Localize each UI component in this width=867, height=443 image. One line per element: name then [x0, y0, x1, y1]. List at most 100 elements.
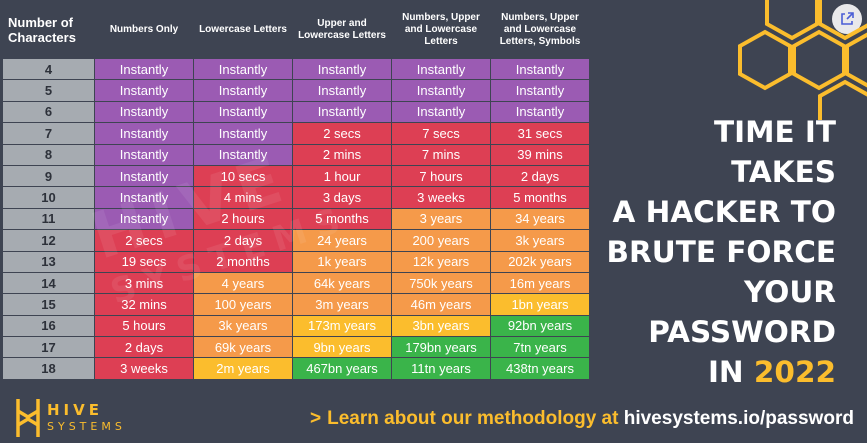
time-cell: 3bn years: [392, 315, 490, 337]
character-count-cell: 16: [3, 315, 94, 337]
password-table: Number of Characters Numbers Only Lowerc…: [2, 0, 590, 380]
time-cell: 5 months: [491, 187, 589, 208]
time-cell: 467bn years: [293, 358, 391, 379]
headline-prefix: IN: [707, 355, 754, 389]
time-cell: 100 years: [194, 294, 292, 315]
time-cell: Instantly: [194, 123, 292, 144]
time-cell: 2 months: [194, 251, 292, 272]
time-cell: Instantly: [392, 101, 490, 123]
character-count-cell: 15: [3, 294, 94, 315]
time-cell: 3 days: [293, 187, 391, 208]
character-count-cell: 11: [3, 208, 94, 230]
time-cell: 7tn years: [491, 337, 589, 358]
time-cell: Instantly: [491, 80, 589, 101]
time-cell: 4 years: [194, 272, 292, 294]
column-header: Numbers, Upper and Lowercase Letters, Sy…: [499, 11, 581, 47]
table-row: 11 Instantly 2 hours 5 months 3 years 34 year…: [3, 208, 589, 230]
chevron-right-icon: >: [310, 408, 322, 429]
column-header: Upper and Lowercase Letters: [298, 17, 386, 41]
character-count-cell: 17: [3, 337, 94, 358]
table-row: 6 Instantly Instantly Instantly Instantly Ins…: [3, 101, 589, 123]
time-cell: 4 mins: [194, 187, 292, 208]
time-cell: 2 days: [491, 165, 589, 187]
time-cell: 3m years: [293, 294, 391, 315]
headline-line: A HACKER TO: [612, 195, 836, 229]
time-cell: Instantly: [293, 80, 391, 101]
table-body: 4 Instantly Instantly Instantly Instantly Ins…: [3, 59, 589, 379]
time-cell: 3k years: [194, 315, 292, 337]
time-cell: Instantly: [95, 144, 193, 165]
time-cell: 31 secs: [491, 123, 589, 144]
headline-line: TIME IT TAKES: [714, 115, 836, 189]
time-cell: 2 hours: [194, 208, 292, 230]
logo-word: HIVE: [47, 401, 103, 419]
table-row: 15 32 mins 100 years 3m years 46m years 1bn y…: [3, 294, 589, 315]
time-cell: 202k years: [491, 251, 589, 272]
time-cell: 19 secs: [95, 251, 193, 272]
characters-header: Number of Characters: [8, 14, 76, 45]
time-cell: 2 mins: [293, 144, 391, 165]
share-icon: [841, 12, 854, 25]
character-count-cell: 8: [3, 144, 94, 165]
headline: TIME IT TAKES A HACKER TO BRUTE FORCE YO…: [600, 112, 836, 392]
hive-systems-logo: HIVE SYSTEMS: [14, 397, 144, 439]
table-row: 14 3 mins 4 years 64k years 750k years 16m ye…: [3, 272, 589, 294]
hive-logo-icon: [16, 399, 40, 437]
time-cell: 46m years: [392, 294, 490, 315]
headline-year: 2022: [753, 355, 836, 389]
character-count-cell: 7: [3, 123, 94, 144]
time-cell: Instantly: [95, 187, 193, 208]
time-cell: 92bn years: [491, 315, 589, 337]
time-cell: 2m years: [194, 358, 292, 379]
time-cell: 7 secs: [392, 123, 490, 144]
time-cell: 3 weeks: [95, 358, 193, 379]
table-row: 17 2 days 69k years 9bn years 179bn years 7tn…: [3, 337, 589, 358]
time-cell: 750k years: [392, 272, 490, 294]
link-lead-text: Learn about our methodology at: [327, 408, 619, 429]
time-cell: 2 days: [194, 230, 292, 251]
time-cell: 438tn years: [491, 358, 589, 379]
logo-subword: SYSTEMS: [47, 420, 126, 433]
time-cell: Instantly: [194, 101, 292, 123]
time-cell: 34 years: [491, 208, 589, 230]
column-header: Numbers, Upper and Lowercase Letters: [402, 11, 480, 47]
time-cell: Instantly: [95, 101, 193, 123]
table-row: 7 Instantly Instantly 2 secs 7 secs 31 secs: [3, 123, 589, 144]
time-cell: Instantly: [95, 123, 193, 144]
link-url: hivesystems.io/password: [623, 408, 854, 429]
time-cell: 24 years: [293, 230, 391, 251]
character-count-cell: 12: [3, 230, 94, 251]
time-cell: 10 secs: [194, 165, 292, 187]
time-cell: Instantly: [95, 208, 193, 230]
time-cell: 3 years: [392, 208, 490, 230]
time-cell: Instantly: [293, 59, 391, 80]
time-cell: 3 mins: [95, 272, 193, 294]
time-cell: 64k years: [293, 272, 391, 294]
character-count-cell: 4: [3, 59, 94, 80]
time-cell: 12k years: [392, 251, 490, 272]
time-cell: 200 years: [392, 230, 490, 251]
headline-line: PASSWORD: [648, 315, 836, 349]
table-row: 8 Instantly Instantly 2 mins 7 mins 39 mins: [3, 144, 589, 165]
time-cell: 1k years: [293, 251, 391, 272]
time-cell: Instantly: [194, 59, 292, 80]
time-cell: 32 mins: [95, 294, 193, 315]
table-header-row: Number of Characters Numbers Only Lowerc…: [3, 1, 589, 58]
time-cell: 173m years: [293, 315, 391, 337]
time-cell: Instantly: [392, 59, 490, 80]
character-count-cell: 14: [3, 272, 94, 294]
time-cell: Instantly: [95, 165, 193, 187]
time-cell: 69k years: [194, 337, 292, 358]
column-header: Lowercase Letters: [199, 23, 287, 35]
share-button[interactable]: [832, 4, 862, 34]
time-cell: 3 weeks: [392, 187, 490, 208]
time-cell: Instantly: [491, 59, 589, 80]
headline-line: IN 2022: [600, 352, 836, 392]
time-cell: 179bn years: [392, 337, 490, 358]
methodology-link[interactable]: > Learn about our methodology at hivesyst…: [310, 408, 854, 430]
character-count-cell: 18: [3, 358, 94, 379]
time-cell: Instantly: [491, 101, 589, 123]
time-cell: 3k years: [491, 230, 589, 251]
character-count-cell: 9: [3, 165, 94, 187]
